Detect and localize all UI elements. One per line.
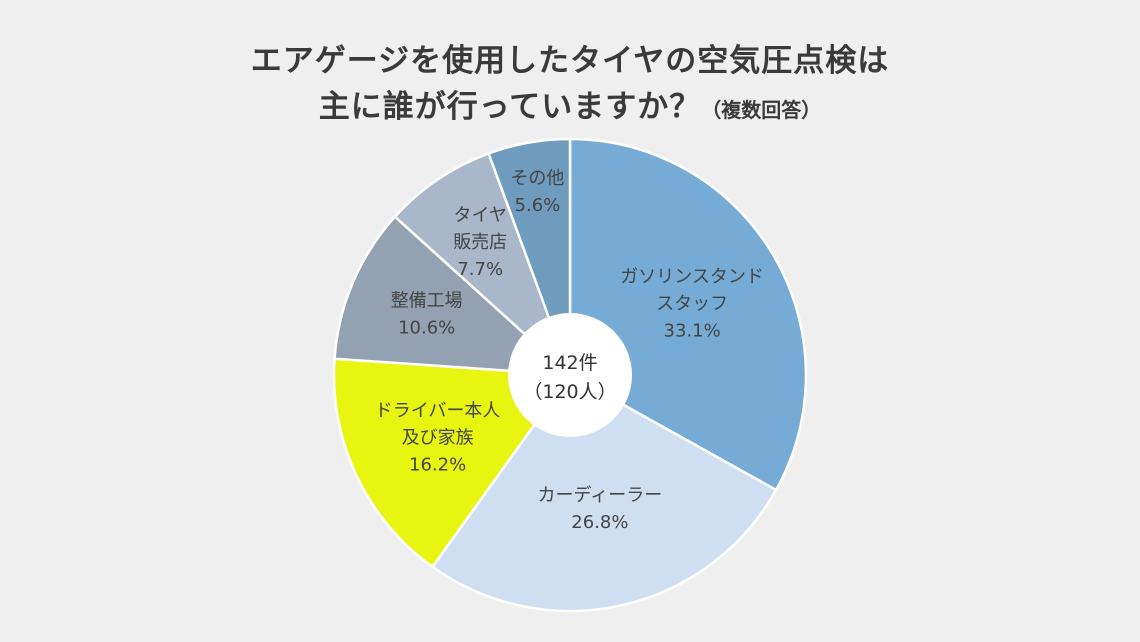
slice-value-2: 16.2% <box>409 454 466 475</box>
pie-slice-5 <box>487 137 572 376</box>
slice-label-2: ドライバー本人及び家族 16.2% <box>375 400 501 475</box>
pie-labels: ガソリンスタンドスタッフ 33.1% カーディーラー 26.8% ドライバー本人及び家族… <box>375 168 764 533</box>
slice-label-5: その他 5.6% <box>510 168 564 216</box>
slice-label-4: タイヤ販売店 7.7% <box>453 205 507 280</box>
slice-name-5: その他 <box>510 168 564 189</box>
pie-slice-1 <box>430 373 778 613</box>
slice-name-1: カーディーラー <box>538 485 663 506</box>
chart-title-question: 主に誰が行っていますか？ <box>318 89 702 125</box>
slice-name-0: ガソリンスタンド <box>620 266 764 287</box>
slice-value-5: 5.6% <box>515 195 561 216</box>
slice-name-4: 販売店 <box>453 232 507 253</box>
chart-title-line1: エアゲージを使用したタイヤの空気圧点検は <box>250 43 890 79</box>
center-label-count: 142件 <box>542 352 597 374</box>
slice-value-0: 33.1% <box>664 320 721 341</box>
slice-value-1: 26.8% <box>571 512 628 533</box>
pie-slice-2 <box>332 357 573 569</box>
slice-name-0: スタッフ <box>656 293 728 314</box>
slice-label-0: ガソリンスタンドスタッフ 33.1% <box>620 266 764 341</box>
pie-slices <box>332 137 808 613</box>
pie-slice-4 <box>393 151 572 376</box>
pie-slice-3 <box>333 214 574 377</box>
center-label-people: （120人） <box>523 381 616 403</box>
chart-title-note: （複数回答） <box>701 98 822 122</box>
slice-value-3: 10.6% <box>398 318 455 339</box>
slice-value-4: 7.7% <box>457 259 503 280</box>
slice-name-2: ドライバー本人 <box>375 400 501 421</box>
slice-label-1: カーディーラー 26.8% <box>538 485 663 533</box>
slice-name-2: 及び家族 <box>402 427 474 448</box>
pie-center-hole <box>508 313 632 437</box>
chart-title-line2: 主に誰が行っていますか？（複数回答） <box>0 84 1140 133</box>
slice-label-3: 整備工場 10.6% <box>391 291 463 339</box>
slice-name-4: タイヤ <box>453 205 506 226</box>
pie-slice-0 <box>568 137 808 492</box>
chart-title: エアゲージを使用したタイヤの空気圧点検は 主に誰が行っていますか？（複数回答） <box>0 38 1140 133</box>
slice-name-3: 整備工場 <box>391 291 463 312</box>
